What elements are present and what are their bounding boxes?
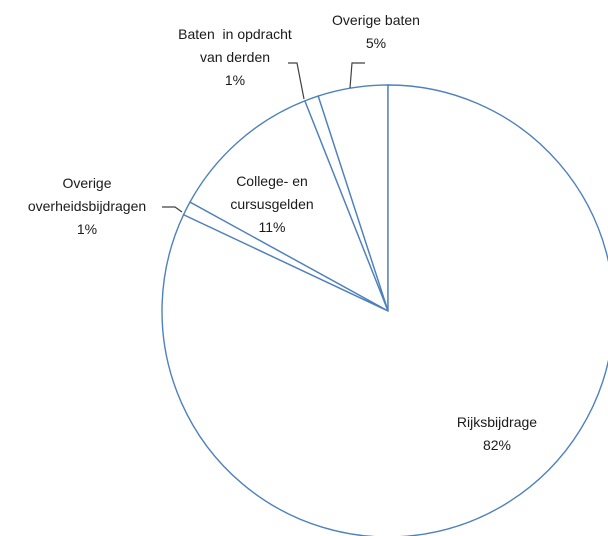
pie-slice-college-en-cursusgelden: [188, 99, 390, 313]
leader-lines: [162, 62, 365, 213]
leader-line-overige-overheidsbijdragen: [162, 206, 183, 213]
pie-slice-rijksbijdrage: [161, 84, 608, 536]
slice-label-overige-baten: Overige baten 5%: [332, 12, 420, 51]
leader-line-baten-in-opdracht-van-derden: [288, 62, 305, 100]
slice-labels: Overige baten 5% Baten in opdracht van derd…: [28, 12, 537, 453]
pie-slices: [161, 84, 608, 536]
slice-label-rijksbijdrage: Rijksbijdrage 82%: [457, 414, 537, 453]
slice-label-baten-in-opdracht-van-derden: Baten in opdracht van derden 1%: [178, 26, 292, 88]
slice-label-overige-overheidsbijdragen: Overige overheidsbijdragen 1%: [28, 175, 146, 237]
leader-line-overige-baten: [349, 62, 365, 89]
slice-label-college-en-cursusgelden: College- en cursusgelden 11%: [230, 173, 313, 235]
